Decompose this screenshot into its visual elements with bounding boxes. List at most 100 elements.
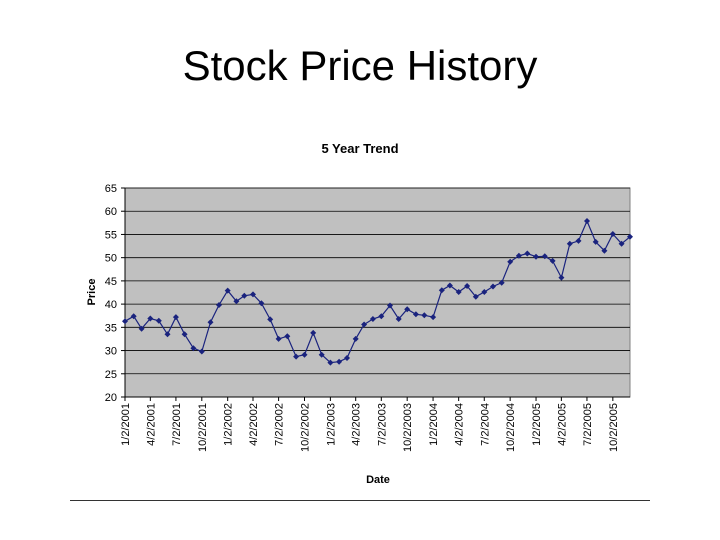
- data-point: [369, 316, 376, 322]
- data-point: [284, 333, 291, 340]
- chart-title: 5 Year Trend: [321, 141, 398, 156]
- x-tick-label: 7/2/2001: [171, 403, 183, 446]
- data-point: [472, 293, 479, 300]
- data-point: [336, 358, 343, 365]
- data-point: [490, 283, 496, 290]
- data-point: [609, 231, 616, 237]
- data-point: [207, 319, 214, 326]
- x-tick-label: 7/2/2004: [479, 403, 491, 446]
- data-point: [216, 302, 222, 308]
- data-point: [404, 306, 411, 313]
- data-point: [198, 348, 205, 355]
- data-point: [344, 355, 350, 361]
- y-tick-label: 35: [105, 322, 117, 334]
- data-point: [233, 298, 240, 305]
- x-tick-label: 4/2/2004: [454, 403, 466, 446]
- data-point: [627, 233, 633, 240]
- data-point: [190, 345, 197, 352]
- data-point: [378, 313, 385, 320]
- x-tick-label: 10/2/2001: [197, 403, 209, 452]
- data-point: [138, 325, 145, 332]
- x-tick-label: 1/2/2004: [428, 403, 440, 446]
- x-tick-label: 7/2/2003: [376, 403, 388, 446]
- data-point: [584, 218, 590, 224]
- y-tick-label: 45: [105, 276, 117, 288]
- data-point: [164, 331, 171, 338]
- data-point: [566, 240, 573, 247]
- data-point: [412, 311, 419, 318]
- x-tick-label: 4/2/2003: [351, 403, 363, 446]
- data-point: [310, 329, 317, 336]
- data-point: [258, 300, 265, 307]
- data-point: [293, 353, 300, 360]
- data-point: [181, 331, 188, 338]
- x-tick-label: 4/2/2001: [145, 403, 157, 446]
- data-point: [241, 292, 248, 299]
- data-point: [430, 314, 437, 321]
- x-tick-label: 10/2/2005: [608, 403, 620, 452]
- data-point: [618, 240, 625, 247]
- footer-divider: [70, 500, 650, 501]
- data-point: [524, 250, 531, 257]
- data-point: [421, 312, 428, 319]
- x-tick-label: 4/2/2005: [556, 403, 568, 446]
- series-group: [122, 218, 633, 366]
- data-point: [250, 291, 256, 298]
- x-tick-label: 1/2/2005: [531, 403, 543, 446]
- data-point: [464, 283, 471, 289]
- x-tick-label: 4/2/2002: [248, 403, 260, 446]
- data-point: [147, 315, 154, 322]
- data-point: [515, 252, 522, 259]
- data-point: [318, 351, 325, 358]
- data-point: [438, 287, 445, 294]
- plot-area: [124, 187, 631, 398]
- data-point: [395, 316, 402, 322]
- data-point: [533, 253, 539, 260]
- y-tick-label: 65: [105, 183, 117, 195]
- x-tick-label: 7/2/2002: [274, 403, 286, 446]
- y-axis-label: Price: [86, 279, 98, 306]
- x-tick-label: 1/2/2003: [325, 403, 337, 446]
- data-point: [155, 317, 162, 324]
- y-tick-label: 20: [105, 392, 117, 404]
- data-point: [130, 313, 137, 320]
- x-axis-label: Date: [366, 474, 390, 486]
- data-point: [327, 359, 334, 366]
- y-tick-label: 50: [105, 253, 117, 265]
- x-tick-label: 10/2/2004: [505, 403, 517, 452]
- y-tick-label: 40: [105, 299, 117, 311]
- x-tick-label: 10/2/2003: [402, 403, 414, 452]
- x-tick-label: 10/2/2002: [299, 403, 311, 452]
- data-point: [446, 282, 453, 289]
- data-point: [549, 257, 556, 264]
- data-point: [361, 321, 368, 328]
- data-point: [558, 274, 565, 281]
- data-point: [352, 335, 359, 342]
- slide-title: Stock Price History: [182, 42, 538, 89]
- y-axis-ticks: 20 25 30 35 40 45 50 55 60 65: [105, 183, 125, 404]
- data-point: [267, 316, 274, 323]
- y-tick-label: 30: [105, 346, 117, 358]
- y-tick-label: 55: [105, 229, 117, 241]
- y-tick-label: 25: [105, 369, 117, 381]
- data-point: [172, 314, 179, 321]
- data-point: [592, 238, 599, 245]
- data-point: [541, 253, 548, 260]
- x-tick-label: 1/2/2002: [223, 403, 235, 446]
- data-point: [498, 279, 505, 286]
- x-tick-label: 1/2/2001: [120, 403, 132, 446]
- data-point: [481, 289, 488, 295]
- data-point: [275, 335, 282, 342]
- data-point: [455, 289, 462, 295]
- data-point: [224, 287, 231, 294]
- x-tick-label: 7/2/2005: [582, 403, 594, 446]
- x-axis-ticks: 1/2/2001 4/2/2001 7/2/2001 10/2/2001 1/2/200…: [120, 397, 620, 452]
- data-point: [507, 258, 514, 265]
- data-point: [122, 318, 128, 325]
- data-point: [301, 351, 308, 358]
- data-point: [601, 247, 608, 254]
- data-point: [387, 302, 393, 309]
- y-tick-label: 60: [105, 206, 117, 218]
- data-point: [575, 237, 582, 244]
